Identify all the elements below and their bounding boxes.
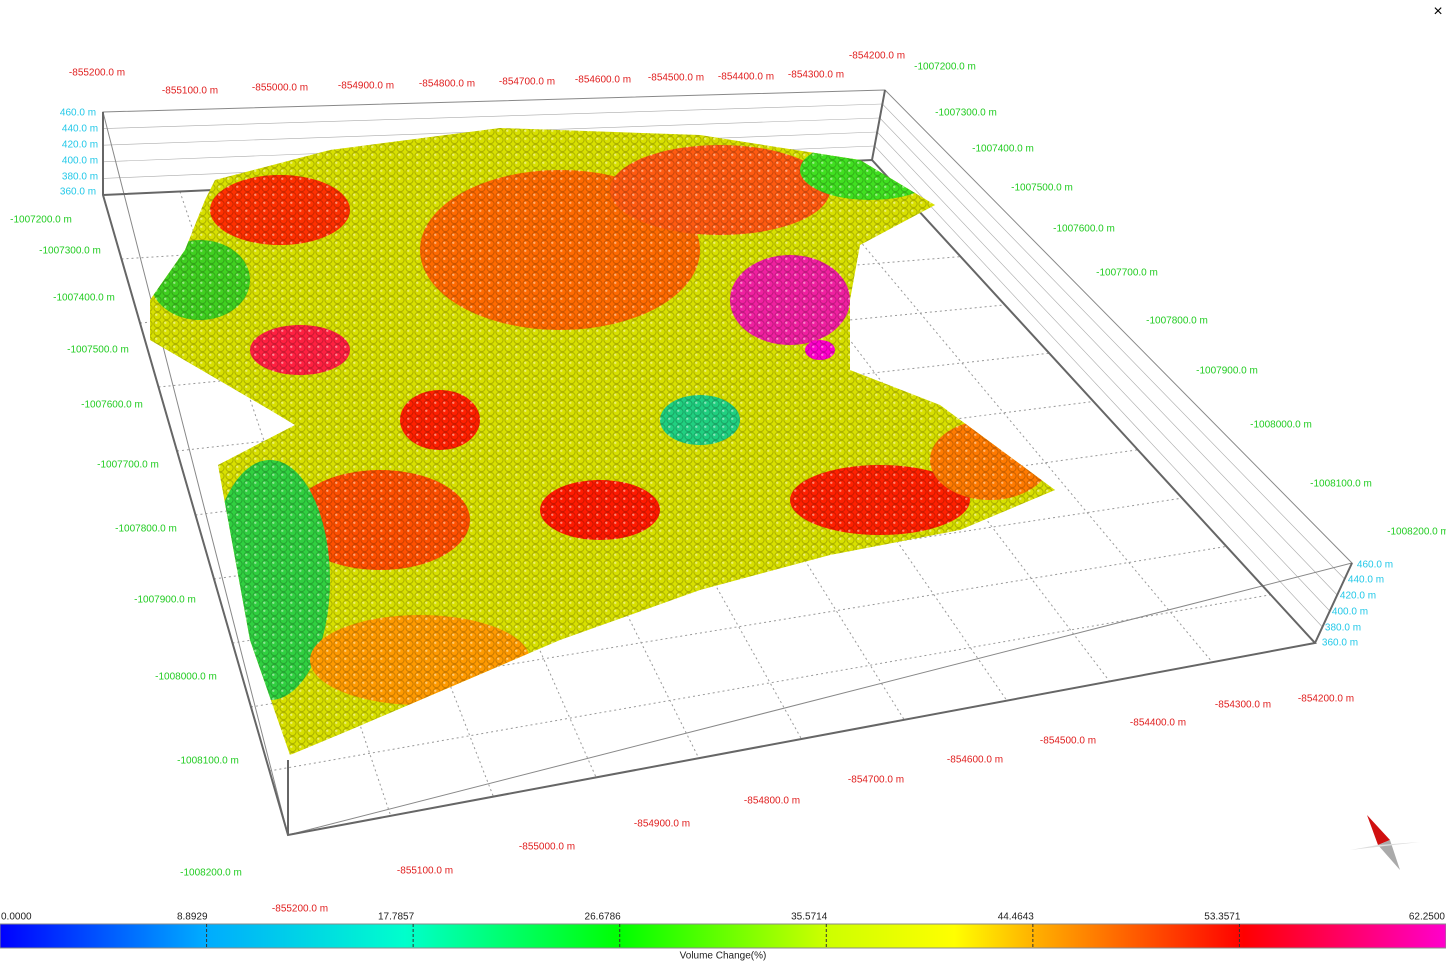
axis-label: -854400.0 m — [718, 72, 774, 83]
axis-label: -1007400.0 m — [972, 144, 1034, 155]
axis-label: -1007500.0 m — [67, 345, 129, 356]
axis-label: -854900.0 m — [634, 819, 690, 830]
axis-label: -1007200.0 m — [914, 62, 976, 73]
axis-label: -1008100.0 m — [1310, 479, 1372, 490]
axis-label: -1007600.0 m — [1053, 224, 1115, 235]
colorbar-tick-label: 53.3571 — [1204, 912, 1241, 923]
axis-label: -1007800.0 m — [1146, 316, 1208, 327]
axis-label: -1007600.0 m — [81, 400, 143, 411]
axis-label: -1007900.0 m — [1196, 366, 1258, 377]
axis-label: -854400.0 m — [1130, 718, 1186, 729]
bounding-box — [102, 89, 1353, 837]
axis-label: 400.0 m — [62, 156, 98, 167]
colorbar-tick-label: 62.2500 — [1409, 912, 1446, 923]
axis-label: 380.0 m — [1325, 623, 1361, 634]
axis-label: 360.0 m — [60, 187, 96, 198]
axis-label: -854700.0 m — [848, 775, 904, 786]
colorbar-tick-label: 35.5714 — [791, 912, 828, 923]
axis-label: -1008000.0 m — [1250, 420, 1312, 431]
colorbar-title: Volume Change(%) — [680, 951, 767, 962]
axis-label: 460.0 m — [60, 108, 96, 119]
close-button[interactable]: × — [1433, 3, 1442, 20]
axis-label: -1008200.0 m — [1387, 527, 1446, 538]
axis-label: -1008000.0 m — [155, 672, 217, 683]
axis-label: -854800.0 m — [744, 796, 800, 807]
axis-label: -1007200.0 m — [10, 215, 72, 226]
axis-label: -854600.0 m — [947, 755, 1003, 766]
colorbar — [0, 923, 1446, 949]
axis-label: -854200.0 m — [849, 51, 905, 62]
axis-label: 440.0 m — [62, 124, 98, 135]
axis-label: -1007300.0 m — [935, 108, 997, 119]
axis-label: 460.0 m — [1357, 560, 1393, 571]
axis-label: 380.0 m — [62, 172, 98, 183]
grid-line — [333, 184, 597, 778]
grid-line — [876, 131, 1331, 612]
axis-label: -1007400.0 m — [53, 293, 115, 304]
axis-label: -1007500.0 m — [1011, 183, 1073, 194]
axis-label: -1008200.0 m — [180, 868, 242, 879]
axis-label: -854500.0 m — [648, 73, 704, 84]
axis-label: -1008100.0 m — [177, 756, 239, 767]
grid-line — [874, 145, 1323, 628]
grid-line — [102, 103, 883, 129]
grid-line — [879, 117, 1338, 596]
axis-label: -854700.0 m — [499, 77, 555, 88]
axis-label: 360.0 m — [1322, 638, 1358, 649]
compass — [1350, 815, 1420, 870]
axis-label: 420.0 m — [1340, 591, 1376, 602]
axis-label: -1007700.0 m — [1096, 268, 1158, 279]
axis-label: 440.0 m — [1348, 575, 1384, 586]
colorbar-tick-label: 26.6786 — [585, 912, 622, 923]
axis-label: -855200.0 m — [272, 904, 328, 915]
surface — [150, 128, 1055, 755]
axis-label: -854300.0 m — [788, 70, 844, 81]
colorbar-tick-label: 44.4643 — [998, 912, 1035, 923]
axis-label: -855100.0 m — [162, 86, 218, 97]
colorbar-tick-label: 17.7857 — [378, 912, 415, 923]
axis-label: -854200.0 m — [1298, 694, 1354, 705]
axis-label: -1007700.0 m — [97, 460, 159, 471]
axis-label: -1007900.0 m — [134, 595, 196, 606]
axis-label: -855200.0 m — [69, 68, 125, 79]
axis-label: -854800.0 m — [419, 79, 475, 90]
colorbar-tick-label: 0.0000 — [1, 912, 32, 923]
axis-label: 400.0 m — [1332, 607, 1368, 618]
colorbar-tick-label: 8.8929 — [177, 912, 208, 923]
axis-label: -854500.0 m — [1040, 736, 1096, 747]
axis-label: -855000.0 m — [519, 842, 575, 853]
axis-label: -854300.0 m — [1215, 700, 1271, 711]
axis-label: -854900.0 m — [338, 81, 394, 92]
grid-line — [882, 103, 1345, 580]
axis-label: -855100.0 m — [397, 866, 453, 877]
axis-label: 420.0 m — [62, 140, 98, 151]
axis-label: -1007800.0 m — [115, 524, 177, 535]
axis-label: -855000.0 m — [252, 83, 308, 94]
axis-label: -1007300.0 m — [39, 246, 101, 257]
axis-label: -854600.0 m — [575, 75, 631, 86]
grid-line — [794, 163, 1213, 663]
